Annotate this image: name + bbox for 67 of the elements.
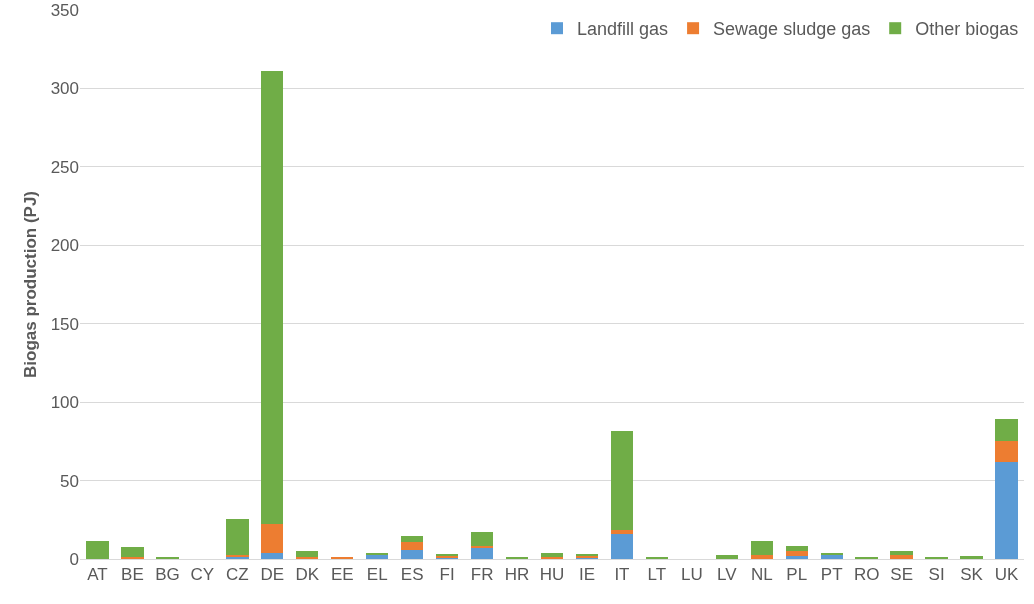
x-tick-label: BG <box>155 565 180 585</box>
bar <box>785 546 808 552</box>
x-tick-label: PT <box>820 565 843 585</box>
x-tick-label: AT <box>87 565 108 585</box>
x-tick-label: IT <box>614 565 630 585</box>
bar <box>121 547 144 558</box>
x-tick-label: LV <box>717 565 738 585</box>
y-tick-label: 50 <box>60 471 79 491</box>
x-tick-label: DE <box>260 565 285 585</box>
bar <box>86 540 109 559</box>
bar <box>610 431 634 531</box>
x-tick-label: LU <box>680 565 703 585</box>
legend-label: Sewage sludge gas <box>713 19 871 40</box>
bar <box>820 552 843 555</box>
legend-label: Landfill gas <box>577 19 669 40</box>
y-axis-title: Biogas production (PJ) <box>21 191 40 378</box>
x-tick-label: PL <box>786 565 808 585</box>
bar <box>470 532 494 546</box>
x-tick-label: SK <box>960 565 984 585</box>
x-tick-label: HU <box>539 565 565 585</box>
legend-label: Other biogas <box>915 19 1019 40</box>
x-tick-label: ES <box>400 565 424 585</box>
bar <box>715 554 738 559</box>
x-tick-label: RO <box>853 565 880 585</box>
bar <box>890 555 913 559</box>
y-tick-label: 150 <box>50 314 79 334</box>
bar <box>470 548 494 559</box>
bar <box>820 554 843 559</box>
bar <box>400 542 424 550</box>
x-tick-label: NL <box>750 565 773 585</box>
x-tick-label: UK <box>994 565 1019 585</box>
y-tick-label: 100 <box>50 393 79 413</box>
bar <box>995 461 1018 559</box>
x-tick-label: EE <box>330 565 354 585</box>
y-tick-label: 250 <box>50 157 79 177</box>
bar <box>400 549 424 559</box>
x-tick-label: EL <box>366 565 388 585</box>
bar <box>610 530 634 534</box>
bar <box>400 535 424 543</box>
bar <box>296 551 319 558</box>
y-tick-label: 350 <box>50 0 79 20</box>
x-tick-label: CY <box>190 565 215 585</box>
x-tick-label: DK <box>295 565 320 585</box>
bar <box>261 524 284 553</box>
x-tick-label: FI <box>439 565 455 585</box>
bar <box>750 555 773 559</box>
y-tick-label: 200 <box>50 236 79 256</box>
bar <box>261 552 284 559</box>
bar <box>540 553 564 558</box>
y-tick-label: 300 <box>50 79 79 99</box>
bar <box>785 551 808 556</box>
x-tick-label: HR <box>504 565 530 585</box>
bar <box>610 533 634 559</box>
bar <box>261 71 284 525</box>
x-tick-label: LT <box>647 565 667 585</box>
x-tick-label: BE <box>121 565 144 585</box>
x-tick-label: SI <box>928 565 945 585</box>
bar <box>995 441 1018 462</box>
bar <box>995 419 1018 442</box>
x-tick-label: IE <box>578 565 595 585</box>
y-tick-label: 0 <box>69 549 79 569</box>
x-tick-label: FR <box>470 565 494 585</box>
bar <box>226 519 249 555</box>
bar <box>785 555 808 559</box>
x-tick-label: CZ <box>225 565 249 585</box>
x-tick-label: SE <box>890 565 913 585</box>
bar <box>750 540 773 556</box>
